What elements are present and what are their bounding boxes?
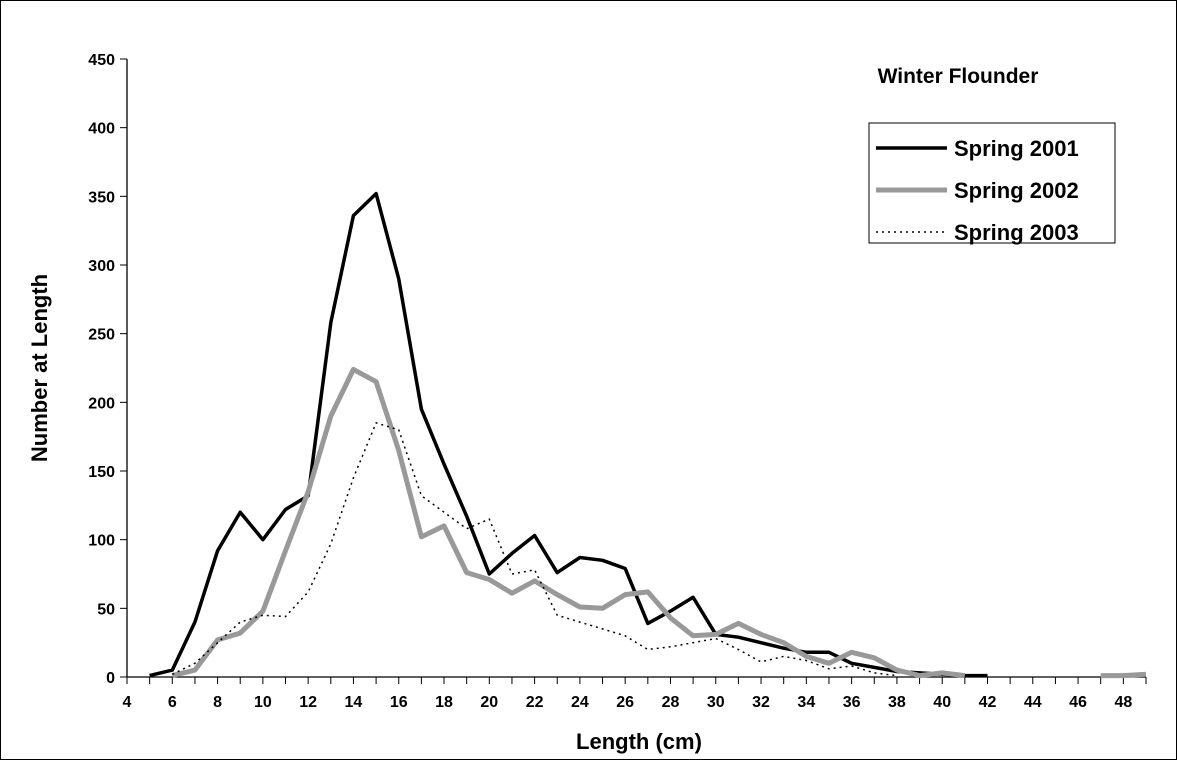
x-tick-label: 22 (526, 694, 544, 711)
x-tick-label: 42 (979, 694, 997, 711)
y-tick-label: 300 (88, 258, 115, 275)
y-tick-label: 0 (106, 670, 115, 687)
legend-box (868, 122, 1116, 244)
x-tick-label: 30 (707, 694, 725, 711)
x-tick-label: 38 (888, 694, 906, 711)
x-axis-ticks: 4 6 8 10 12 14 16 18 20 22 24 26 28 30 32 34 36 38 40 42 44 4… (123, 677, 1147, 711)
x-axis-title: Length (cm) (576, 729, 702, 754)
y-axis-ticks: 0 50 100 150 200 250 300 350 400 450 (88, 52, 127, 687)
x-tick-label: 34 (797, 694, 815, 711)
x-tick-label: 12 (299, 694, 317, 711)
chart-title: Winter Flounder (878, 65, 1039, 88)
x-tick-label: 48 (1114, 694, 1132, 711)
y-tick-label: 450 (88, 52, 115, 69)
series-line-spring-2002 (1100, 671, 1147, 679)
series-line-spring-2002 (171, 366, 966, 679)
x-tick-label: 4 (123, 694, 132, 711)
series-layer (149, 191, 1147, 679)
x-tick-label: 8 (213, 694, 222, 711)
y-axis-title: Number at Length (27, 274, 52, 462)
y-tick-label: 350 (88, 189, 115, 206)
legend-label-spring-2002: Spring 2002 (954, 178, 1079, 203)
x-tick-label: 40 (933, 694, 951, 711)
y-tick-label: 50 (97, 601, 115, 618)
y-tick-label: 400 (88, 121, 115, 138)
x-tick-label: 46 (1069, 694, 1087, 711)
y-tick-label: 200 (88, 395, 115, 412)
x-tick-label: 16 (390, 694, 408, 711)
x-tick-label: 32 (752, 694, 770, 711)
x-tick-label: 10 (254, 694, 272, 711)
legend-label-spring-2003: Spring 2003 (954, 220, 1079, 245)
x-tick-label: 36 (843, 694, 861, 711)
series-line-spring-2003 (171, 422, 897, 677)
y-tick-label: 100 (88, 533, 115, 550)
x-tick-label: 18 (435, 694, 453, 711)
x-tick-label: 14 (345, 694, 363, 711)
legend-label-spring-2001: Spring 2001 (954, 136, 1079, 161)
x-tick-label: 28 (662, 694, 680, 711)
legend: Spring 2001 Spring 2002 Spring 2003 (868, 122, 1116, 245)
x-tick-label: 44 (1024, 694, 1042, 711)
x-tick-label: 20 (480, 694, 498, 711)
x-tick-label: 24 (571, 694, 589, 711)
x-tick-label: 26 (616, 694, 634, 711)
y-tick-label: 150 (88, 464, 115, 481)
series-line-spring-2001 (149, 191, 988, 678)
y-tick-label: 250 (88, 327, 115, 344)
x-tick-label: 6 (168, 694, 177, 711)
